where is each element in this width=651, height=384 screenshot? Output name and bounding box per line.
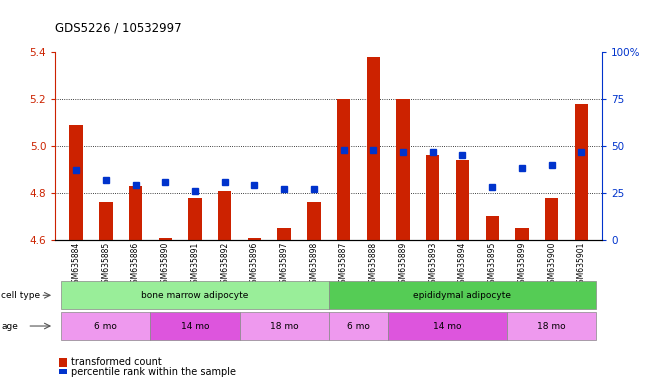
Text: 18 mo: 18 mo [537,321,566,331]
Text: 18 mo: 18 mo [270,321,299,331]
Text: 14 mo: 14 mo [181,321,209,331]
Bar [515,228,529,240]
Bar [129,186,143,240]
Bar [456,160,469,240]
Text: bone marrow adipocyte: bone marrow adipocyte [141,291,249,300]
Bar [59,369,67,374]
Bar [507,312,596,340]
Text: GDS5226 / 10532997: GDS5226 / 10532997 [55,22,182,35]
Bar [150,312,240,340]
Bar [99,202,113,240]
Bar [188,198,202,240]
Bar [218,190,231,240]
Text: percentile rank within the sample: percentile rank within the sample [71,366,236,377]
Bar [367,56,380,240]
Bar [329,312,388,340]
Text: epididymal adipocyte: epididymal adipocyte [413,291,512,300]
Bar [337,99,350,240]
Bar [545,198,559,240]
Text: 14 mo: 14 mo [434,321,462,331]
Bar [248,238,261,240]
Bar [486,217,499,240]
Text: 6 mo: 6 mo [347,321,370,331]
Bar [61,312,150,340]
Bar [240,312,329,340]
Bar [277,228,291,240]
Bar [329,281,596,309]
Bar [388,312,507,340]
Bar [159,238,172,240]
Text: cell type: cell type [1,291,40,300]
Text: transformed count: transformed count [71,358,161,367]
Bar [70,125,83,240]
Text: 6 mo: 6 mo [94,321,117,331]
Bar [396,99,409,240]
Bar [575,104,588,240]
Bar [307,202,320,240]
Bar [426,156,439,240]
Bar [59,358,67,367]
Bar [61,281,329,309]
Text: age: age [1,321,18,331]
